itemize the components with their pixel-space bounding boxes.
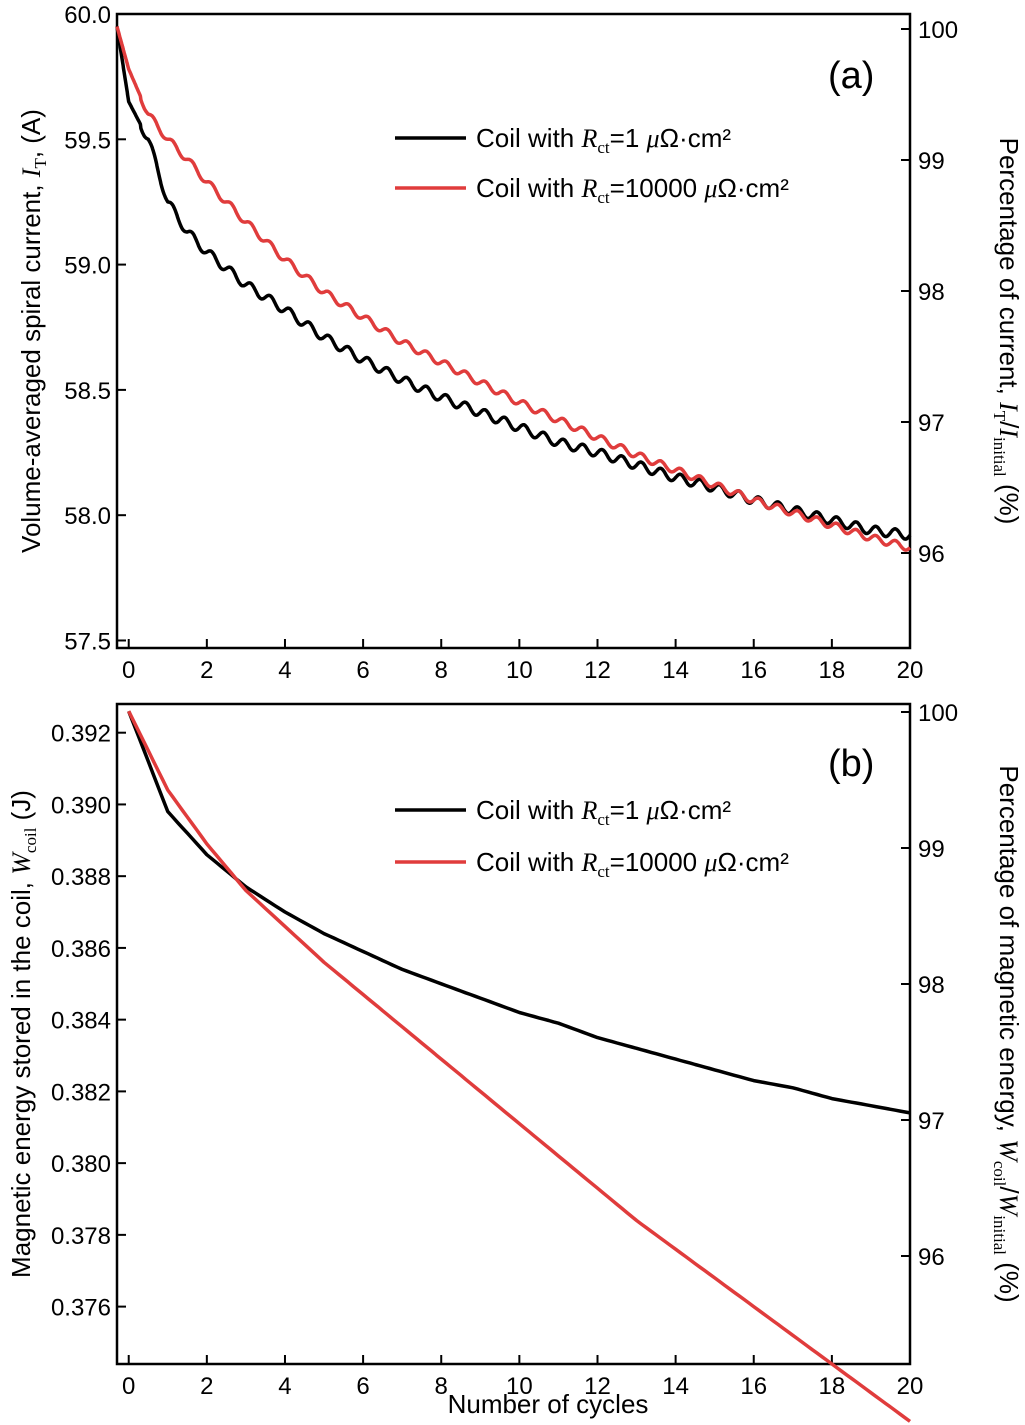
y2-tick-label: 96 [918, 541, 945, 568]
legend-b: Coil with Rct=1 μΩ·cm² Coil with Rct=100… [395, 795, 789, 881]
x-tick-label: 4 [278, 1373, 291, 1400]
y-tick-label: 0.382 [51, 1079, 111, 1106]
y-tick-label: 0.392 [51, 721, 111, 748]
x-tick-label: 16 [740, 1373, 767, 1400]
y2-tick-label: 99 [918, 836, 945, 863]
legend-label-b-1: Coil with Rct=10000 μΩ·cm² [476, 847, 789, 881]
legend-label-a-0: Coil with Rct=1 μΩ·cm² [476, 123, 731, 157]
y2-tick-label: 98 [918, 279, 945, 306]
ticks-b: 0 2 4 6 8 10 12 14 16 18 20 0.376 0.378 0.380 0.382 0.3… [51, 700, 958, 1400]
x-tick-label: 6 [356, 1373, 369, 1400]
legend-a: Coil with Rct=1 μΩ·cm² Coil with Rct=100… [395, 123, 789, 207]
x-tick-label: 20 [897, 1373, 924, 1400]
legend-label-b-0: Coil with Rct=1 μΩ·cm² [476, 795, 731, 829]
x-axis-title: Number of cycles [448, 1389, 649, 1419]
x-tick-label: 10 [506, 657, 533, 684]
y-tick-label: 57.5 [64, 628, 111, 655]
y-tick-label: 58.0 [64, 503, 111, 530]
x-tick-label: 8 [435, 657, 448, 684]
ticks-a: 0 2 4 6 8 10 12 14 16 18 20 57.5 58.0 58.5 59.0 59.5 60.… [64, 2, 958, 684]
y-tick-label: 0.376 [51, 1295, 111, 1322]
series-line-0 [115, 26, 912, 541]
y-tick-label: 60.0 [64, 2, 111, 29]
legend-label-a-1: Coil with Rct=10000 μΩ·cm² [476, 173, 789, 207]
panel-b: 0 2 4 6 8 10 12 14 16 18 20 0.376 0.378 0.380 0.382 0.3… [6, 700, 1024, 1423]
x-tick-label: 18 [819, 657, 846, 684]
x-tick-label: 8 [435, 1373, 448, 1400]
y-tick-label: 0.386 [51, 936, 111, 963]
y2-axis-title-b: Percentage of magnetic energy, Wcoil/Win… [990, 765, 1024, 1302]
x-tick-label: 10 [506, 1373, 533, 1400]
x-tick-label: 0 [122, 657, 135, 684]
y-tick-label: 0.378 [51, 1223, 111, 1250]
y-tick-label: 0.390 [51, 792, 111, 819]
panel-a: 0 2 4 6 8 10 12 14 16 18 20 57.5 58.0 58.5 59.0 59.5 60.… [16, 2, 1024, 684]
series-b [127, 710, 912, 1423]
x-tick-label: 6 [356, 657, 369, 684]
series-line-0 [127, 710, 911, 1115]
x-tick-label: 14 [662, 1373, 689, 1400]
plot-frame-a [115, 12, 912, 650]
series-line-1 [115, 25, 912, 552]
x-tick-label: 14 [662, 657, 689, 684]
y-axis-title-a: Volume-averaged spiral current, IT, (A) [16, 109, 50, 553]
x-tick-label: 18 [819, 1373, 846, 1400]
x-tick-label: 20 [897, 657, 924, 684]
y2-tick-label: 97 [918, 410, 945, 437]
y-axis-title-b: Magnetic energy stored in the coil, Wcoi… [6, 790, 40, 1278]
y2-tick-label: 100 [918, 700, 958, 727]
x-tick-label: 4 [278, 657, 291, 684]
y-tick-label: 59.0 [64, 253, 111, 280]
x-tick-label: 2 [200, 657, 213, 684]
y-tick-label: 0.380 [51, 1151, 111, 1178]
panel-label-a: (a) [828, 55, 874, 97]
x-tick-label: 0 [122, 1373, 135, 1400]
y2-tick-label: 97 [918, 1108, 945, 1135]
x-tick-label: 12 [584, 657, 611, 684]
y2-tick-label: 99 [918, 148, 945, 175]
y-tick-label: 0.388 [51, 864, 111, 891]
y2-tick-label: 100 [918, 17, 958, 44]
x-tick-label: 12 [584, 1373, 611, 1400]
y-tick-label: 0.384 [51, 1008, 111, 1035]
y2-axis-title-a: Percentage of current, IT/Iinitial (%) [990, 138, 1024, 525]
y-tick-label: 59.5 [64, 127, 111, 154]
panel-label-b: (b) [828, 743, 874, 785]
series-a [115, 25, 912, 552]
x-tick-label: 2 [200, 1373, 213, 1400]
x-tick-label: 16 [740, 657, 767, 684]
y2-tick-label: 96 [918, 1244, 945, 1271]
y2-tick-label: 98 [918, 972, 945, 999]
series-line-1 [127, 710, 912, 1423]
y-tick-label: 58.5 [64, 378, 111, 405]
plot-frame-b [115, 702, 912, 1366]
